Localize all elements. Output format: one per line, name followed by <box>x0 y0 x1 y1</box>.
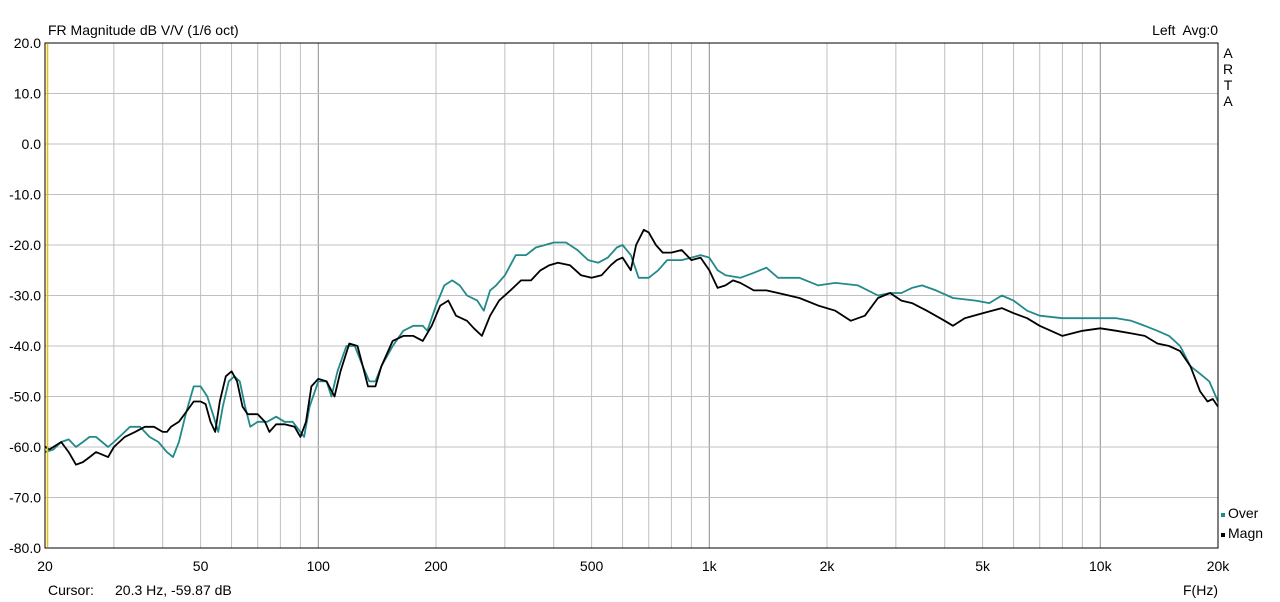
y-tick-label: -50.0 <box>9 389 41 405</box>
legend: Over Magn <box>1221 505 1263 541</box>
y-tick-labels: 20.0 10.0 0.0 -10.0 -20.0 -30.0 -40.0 -50.0 -60.… <box>9 35 41 556</box>
chart-title: FR Magnitude dB V/V (1/6 oct) <box>48 22 239 38</box>
y-tick-label: -60.0 <box>9 439 41 455</box>
cursor-label: Cursor: <box>48 582 94 598</box>
series-layer <box>44 228 1219 466</box>
legend-swatch-magn <box>1221 533 1225 537</box>
x-tick-label: 5k <box>975 558 991 574</box>
y-tick-label: -80.0 <box>9 540 41 556</box>
legend-label-over: Over <box>1228 505 1259 521</box>
x-tick-label: 1k <box>702 558 718 574</box>
y-tick-label: -40.0 <box>9 338 41 354</box>
grid-lines <box>45 43 1218 548</box>
legend-label-magn: Magn <box>1228 525 1263 541</box>
plot-frame <box>44 42 1219 549</box>
y-tick-label: -70.0 <box>9 490 41 506</box>
x-tick-label: 50 <box>193 558 209 574</box>
y-tick-label: 0.0 <box>22 136 42 152</box>
x-axis-label: F(Hz) <box>1183 582 1218 598</box>
x-tick-label: 20 <box>37 558 53 574</box>
x-tick-label: 10k <box>1089 558 1113 574</box>
watermark-letter: R <box>1223 61 1233 77</box>
y-tick-label: 20.0 <box>14 35 41 51</box>
y-tick-label: -30.0 <box>9 288 41 304</box>
series-line-magn <box>44 228 1219 466</box>
watermark-letter: A <box>1223 93 1233 109</box>
watermark-letter: T <box>1224 77 1233 93</box>
x-tick-label: 2k <box>820 558 836 574</box>
x-tick-labels: 20 50 100 200 500 1k 2k 5k 10k 20k <box>37 558 1230 574</box>
y-tick-label: 10.0 <box>14 86 41 102</box>
x-tick-label: 100 <box>307 558 331 574</box>
cursor-readout: 20.3 Hz, -59.87 dB <box>115 582 232 598</box>
y-tick-label: -20.0 <box>9 237 41 253</box>
watermark-letter: A <box>1223 45 1233 61</box>
series-line-over <box>44 241 1219 458</box>
legend-swatch-over <box>1221 513 1225 517</box>
y-tick-label: -10.0 <box>9 187 41 203</box>
x-tick-label: 500 <box>580 558 604 574</box>
x-tick-label: 200 <box>424 558 448 574</box>
x-tick-label: 20k <box>1207 558 1231 574</box>
top-right-label: Left Avg:0 <box>1152 22 1218 38</box>
